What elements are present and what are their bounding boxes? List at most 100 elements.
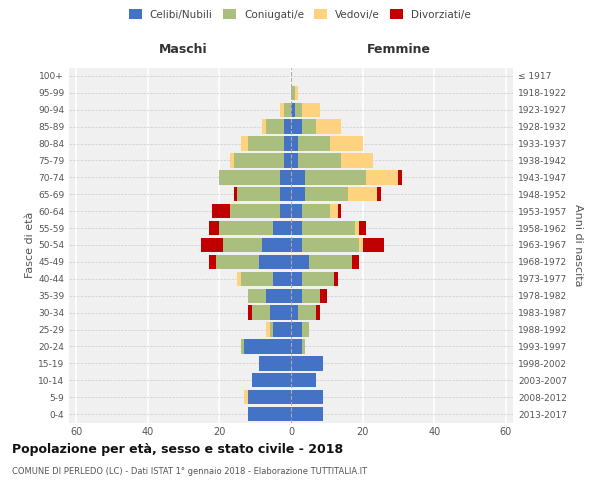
Y-axis label: Fasce di età: Fasce di età (25, 212, 35, 278)
Text: COMUNE DI PERLEDO (LC) - Dati ISTAT 1° gennaio 2018 - Elaborazione TUTTITALIA.IT: COMUNE DI PERLEDO (LC) - Dati ISTAT 1° g… (12, 468, 367, 476)
Bar (298, 154, 341, 168)
Bar (291, 204, 302, 218)
Bar (259, 254, 291, 269)
Bar (220, 170, 280, 184)
Bar (266, 322, 269, 336)
Bar (234, 187, 237, 202)
Bar (262, 238, 291, 252)
Bar (248, 390, 291, 404)
Bar (359, 221, 366, 236)
Bar (284, 120, 291, 134)
Bar (212, 204, 230, 218)
Bar (302, 221, 355, 236)
Bar (298, 136, 331, 151)
Bar (320, 288, 327, 303)
Bar (291, 288, 302, 303)
Bar (248, 306, 251, 320)
Bar (302, 339, 305, 353)
Bar (291, 154, 298, 168)
Bar (302, 120, 316, 134)
Bar (291, 136, 298, 151)
Bar (291, 322, 302, 336)
Bar (266, 288, 291, 303)
Bar (291, 170, 305, 184)
Bar (295, 102, 302, 117)
Y-axis label: Anni di nascita: Anni di nascita (572, 204, 583, 286)
Bar (291, 86, 295, 100)
Bar (305, 187, 348, 202)
Bar (355, 221, 359, 236)
Bar (284, 136, 291, 151)
Bar (302, 322, 309, 336)
Bar (269, 306, 291, 320)
Bar (262, 120, 266, 134)
Bar (209, 254, 216, 269)
Bar (291, 373, 316, 388)
Bar (291, 306, 298, 320)
Bar (202, 238, 223, 252)
Bar (280, 204, 291, 218)
Bar (234, 154, 284, 168)
Bar (291, 102, 295, 117)
Bar (291, 390, 323, 404)
Bar (237, 272, 241, 286)
Bar (295, 86, 298, 100)
Bar (352, 254, 359, 269)
Bar (334, 272, 338, 286)
Bar (280, 102, 284, 117)
Bar (362, 238, 384, 252)
Bar (291, 254, 309, 269)
Bar (220, 221, 273, 236)
Bar (302, 288, 320, 303)
Bar (280, 170, 291, 184)
Bar (302, 204, 331, 218)
Bar (398, 170, 402, 184)
Bar (302, 238, 359, 252)
Bar (230, 204, 280, 218)
Bar (216, 254, 259, 269)
Bar (338, 204, 341, 218)
Bar (291, 356, 323, 370)
Bar (230, 154, 234, 168)
Bar (273, 272, 291, 286)
Bar (209, 221, 220, 236)
Bar (248, 288, 266, 303)
Legend: Celibi/Nubili, Coniugati/e, Vedovi/e, Divorziati/e: Celibi/Nubili, Coniugati/e, Vedovi/e, Di… (125, 5, 475, 24)
Bar (244, 390, 248, 404)
Bar (316, 120, 341, 134)
Text: Maschi: Maschi (159, 42, 208, 56)
Bar (331, 204, 338, 218)
Bar (284, 154, 291, 168)
Bar (248, 136, 284, 151)
Bar (359, 238, 362, 252)
Bar (284, 102, 291, 117)
Bar (237, 187, 280, 202)
Bar (273, 322, 291, 336)
Bar (291, 120, 302, 134)
Bar (244, 339, 291, 353)
Bar (223, 238, 262, 252)
Bar (305, 170, 366, 184)
Bar (331, 136, 362, 151)
Bar (291, 187, 305, 202)
Bar (341, 154, 373, 168)
Bar (309, 254, 352, 269)
Bar (291, 272, 302, 286)
Bar (273, 221, 291, 236)
Bar (366, 170, 398, 184)
Bar (280, 187, 291, 202)
Bar (269, 322, 273, 336)
Bar (302, 272, 334, 286)
Bar (291, 339, 302, 353)
Bar (251, 306, 269, 320)
Bar (248, 407, 291, 421)
Bar (302, 102, 320, 117)
Bar (266, 120, 284, 134)
Bar (241, 272, 273, 286)
Bar (298, 306, 316, 320)
Bar (291, 407, 323, 421)
Bar (241, 136, 248, 151)
Bar (291, 221, 302, 236)
Text: Femmine: Femmine (367, 42, 430, 56)
Bar (316, 306, 320, 320)
